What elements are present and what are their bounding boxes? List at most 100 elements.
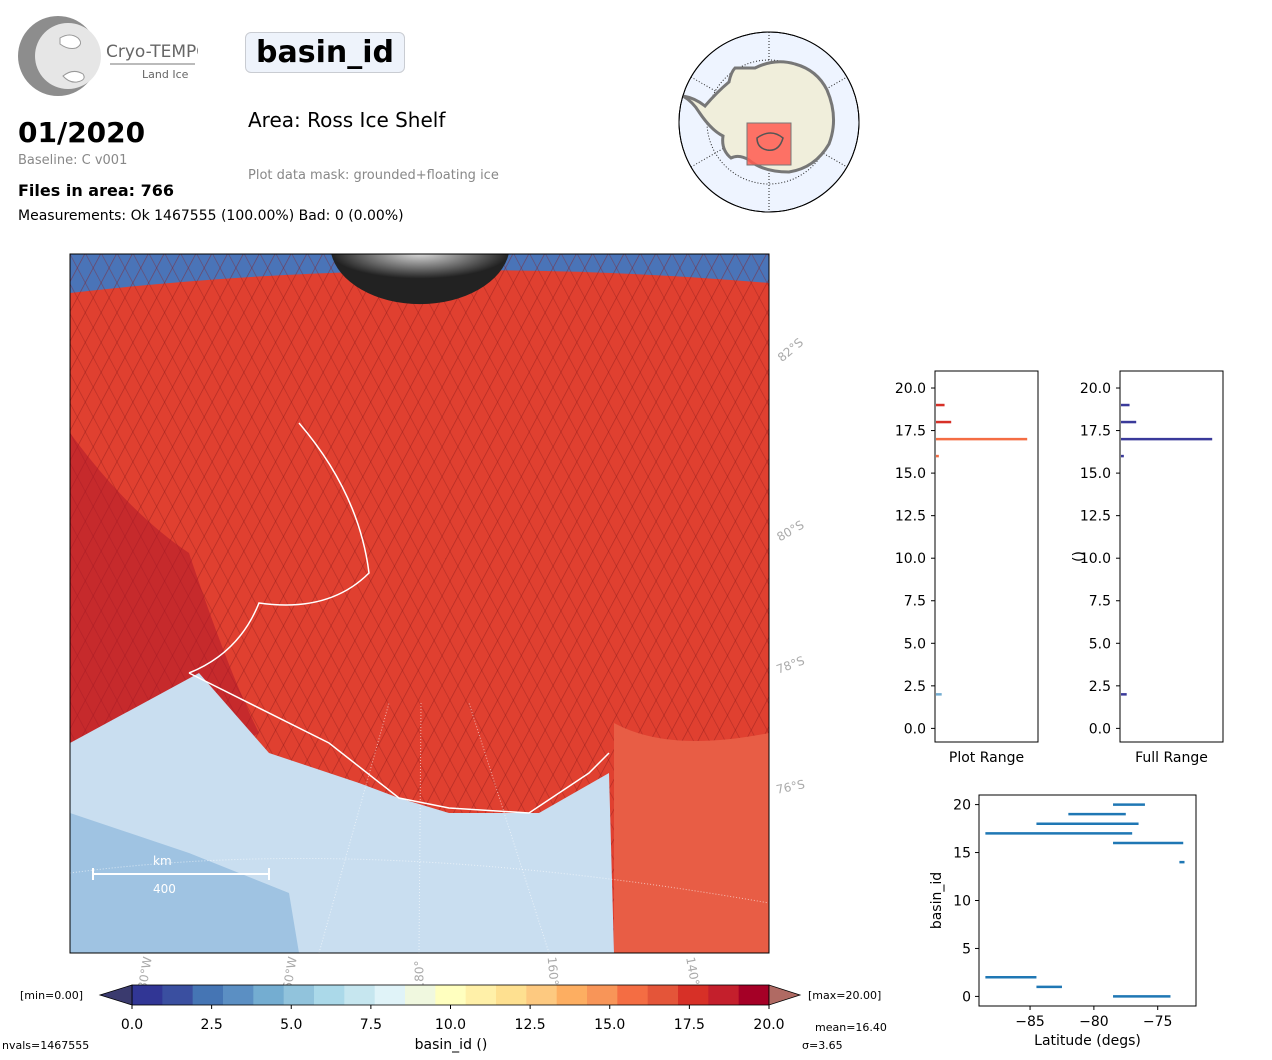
- colorbar: 0.0 2.5 5.0 7.5 10.0 12.5 15.0 17.5 20.0 [min=0.…: [2, 984, 887, 1053]
- histogram-ytick-label: 5.0: [1089, 636, 1111, 652]
- main-map: km 400: [69, 253, 770, 954]
- map-graticule: [70, 857, 769, 904]
- histogram-ytick-label: 10.0: [1080, 551, 1111, 567]
- histogram-xlabel: Plot Range: [949, 750, 1024, 766]
- scatter-xlabel: Latitude (degs): [1034, 1033, 1141, 1049]
- histogram-ytick-label: 12.5: [1080, 509, 1111, 525]
- colorbar-swatch: [223, 985, 254, 1005]
- histogram-plot-range: 0.0 2.5 5.0 7.5 10.0 12.5 15.0 17.5 20.0 Plot Ran…: [895, 370, 1039, 766]
- colorbar-swatch: [314, 985, 345, 1005]
- colorbar-max-label: [max=20.00]: [808, 989, 881, 1002]
- scatter-ytick-label: 5: [962, 941, 971, 957]
- histogram-ytick-label: 17.5: [895, 424, 926, 440]
- colorbar-label: basin_id (): [415, 1037, 488, 1053]
- scale-value: 400: [153, 882, 176, 896]
- antarctica-inset-map: [678, 31, 860, 213]
- inset-antarctica: [682, 60, 835, 174]
- map-graticule: [318, 702, 390, 953]
- logo-name: Cryo-TEMPO: [106, 42, 198, 62]
- colorbar-swatch: [374, 985, 406, 1005]
- colorbar-swatch: [435, 985, 467, 1005]
- histogram-xlabel: Full Range: [1135, 750, 1208, 766]
- colorbar-tick-label: 12.5: [515, 1017, 546, 1033]
- histogram-full-range: 0.0 2.5 5.0 7.5 10.0 12.5 15.0 17.5 20.0 Full Ran…: [1071, 370, 1224, 766]
- colorbar-swatch: [192, 985, 224, 1005]
- cryo-tempo-logo: Cryo-TEMPO Land Ice: [18, 16, 198, 96]
- scatter-ytick-label: 15: [953, 846, 971, 862]
- colorbar-swatch: [344, 985, 376, 1005]
- logo-moon: [35, 23, 101, 89]
- colorbar-swatch: [678, 985, 709, 1005]
- inset-ross-outline: [756, 132, 784, 151]
- histogram-ytick-label: 17.5: [1080, 424, 1111, 440]
- colorbar-swatch: [405, 985, 436, 1005]
- colorbar-tick-label: 15.0: [594, 1017, 625, 1033]
- month-label: 01/2020: [18, 116, 146, 149]
- histogram-ytick-label: 20.0: [895, 381, 926, 397]
- map-frame: [69, 253, 770, 954]
- histogram-ytick-label: 5.0: [904, 636, 926, 652]
- area-label: Area: Ross Ice Shelf: [248, 108, 446, 132]
- map-sea-shade: [70, 813, 299, 953]
- logo-continent: [59, 34, 82, 49]
- scatter-ytick-label: 20: [953, 798, 971, 814]
- colorbar-swatch: [465, 985, 497, 1005]
- scatter-xtick-label: −75: [1143, 1014, 1173, 1030]
- colorbar-swatch: [132, 985, 163, 1005]
- colorbar-swatches: [131, 984, 770, 1006]
- histogram-ytick-label: 15.0: [895, 466, 926, 482]
- measurements-summary: Measurements: Ok 1467555 (100.00%) Bad: …: [18, 208, 404, 224]
- inset-area-box: [746, 122, 792, 166]
- colorbar-min-label: [min=0.00]: [20, 989, 83, 1002]
- logo-sub: Land Ice: [142, 68, 189, 81]
- colorbar-min-extend: [98, 984, 133, 1006]
- colorbar-swatch: [708, 985, 740, 1005]
- histogram-ytick-label: 7.5: [1089, 594, 1111, 610]
- nvals-stat: nvals=1467555: [2, 1039, 89, 1052]
- scatter-ylabel: basin_id: [929, 872, 945, 929]
- sigma-stat: σ=3.65: [802, 1039, 843, 1052]
- colorbar-tick-label: 0.0: [121, 1017, 143, 1033]
- colorbar-swatch: [526, 985, 558, 1005]
- histogram-ytick-label: 15.0: [1080, 466, 1111, 482]
- colorbar-ticks: 0.0 2.5 5.0 7.5 10.0 12.5 15.0 17.5 20.0: [121, 1005, 785, 1033]
- histogram-ytick-label: 0.0: [904, 721, 926, 737]
- mean-stat: mean=16.40: [815, 1021, 887, 1034]
- baseline-label: Baseline: C v001: [18, 153, 128, 168]
- files-count: Files in area: 766: [18, 181, 174, 200]
- histogram-ytick-label: 2.5: [904, 679, 926, 695]
- variable-title: basin_id: [245, 32, 405, 73]
- colorbar-swatch: [647, 985, 679, 1005]
- mask-label: Plot data mask: grounded+floating ice: [248, 168, 499, 183]
- colorbar-swatch: [283, 985, 315, 1005]
- histogram-ytick-label: 0.0: [1089, 721, 1111, 737]
- map-east-region: [614, 723, 769, 953]
- scatter-xtick-label: −85: [1015, 1014, 1045, 1030]
- histogram-ytick-label: 7.5: [904, 594, 926, 610]
- histogram-ytick-label: 20.0: [1080, 381, 1111, 397]
- colorbar-swatch: [253, 985, 285, 1005]
- inset-border: [678, 31, 860, 213]
- histogram-ytick-label: 10.0: [895, 551, 926, 567]
- logo-continent: [62, 70, 85, 83]
- histogram-frame: [934, 370, 1039, 743]
- map-grounding-line: [188, 672, 610, 814]
- colorbar-swatch: [162, 985, 194, 1005]
- histogram-ytick-label: 12.5: [895, 509, 926, 525]
- scatter-ytick-label: 0: [962, 989, 971, 1005]
- histogram-ytick-label: 2.5: [1089, 679, 1111, 695]
- colorbar-tick-label: 20.0: [753, 1017, 784, 1033]
- colorbar-tick-label: 7.5: [360, 1017, 382, 1033]
- colorbar-swatch: [617, 985, 649, 1005]
- scale-unit: km: [153, 854, 172, 868]
- colorbar-tick-label: 2.5: [200, 1017, 222, 1033]
- map-coastline: [188, 422, 370, 674]
- histogram-frame: [1119, 370, 1224, 743]
- colorbar-swatch: [738, 985, 770, 1005]
- map-pole-hole: [331, 254, 509, 305]
- colorbar-swatch: [496, 985, 527, 1005]
- colorbar-swatch: [556, 985, 588, 1005]
- scatter-ytick-label: 10: [953, 894, 971, 910]
- colorbar-tick-label: 5.0: [280, 1017, 302, 1033]
